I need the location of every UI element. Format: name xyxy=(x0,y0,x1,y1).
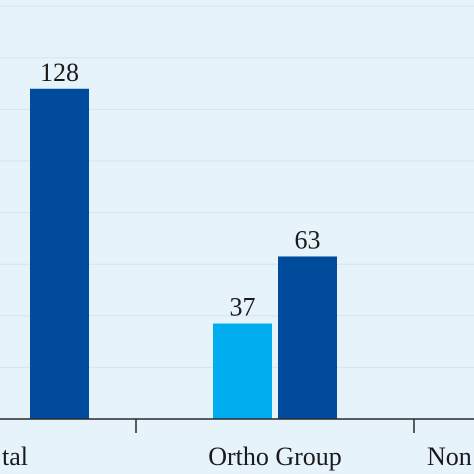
data-label: 63 xyxy=(295,225,321,254)
category-label: tal xyxy=(2,442,28,471)
bar-ortho-group-series-2 xyxy=(278,256,337,419)
data-label: 128 xyxy=(40,58,79,87)
bars xyxy=(30,88,337,419)
category-label: Ortho Group xyxy=(208,442,342,471)
data-label: 37 xyxy=(230,293,256,322)
bar-tal-series-2 xyxy=(30,88,89,419)
category-labels: tal Ortho Group Non xyxy=(2,442,472,471)
x-axis-ticks xyxy=(135,419,415,433)
category-label: Non xyxy=(427,442,472,471)
data-labels: 128 37 63 xyxy=(40,58,321,322)
bar-ortho-group-series-1 xyxy=(213,323,272,419)
